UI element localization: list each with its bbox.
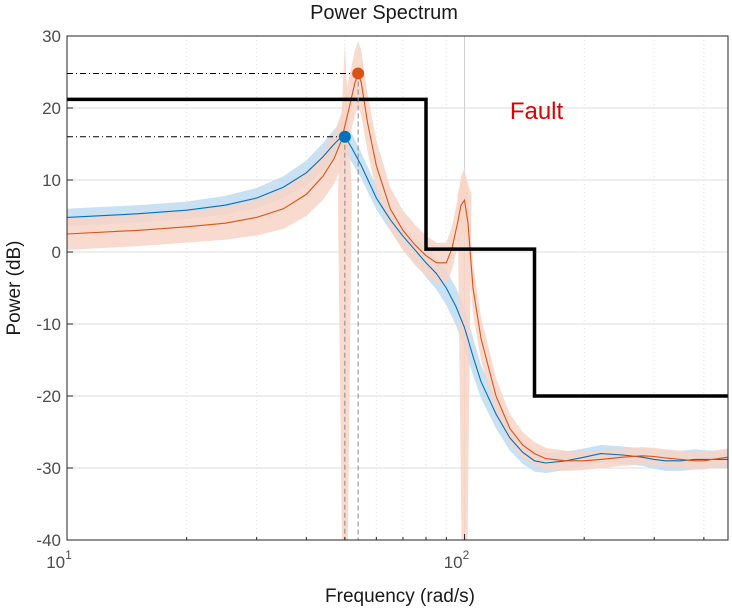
threshold-group <box>67 97 728 398</box>
x-axis-label: Frequency (rad/s) <box>325 586 475 607</box>
axis-ticks: -40 -30 -20 -10 0 10 20 30 101 102 <box>36 27 705 572</box>
y-tick-label: -30 <box>36 459 61 478</box>
annotations: Fault <box>510 98 564 125</box>
confidence-band-dip <box>457 172 472 541</box>
peak-marker-1 <box>338 130 351 143</box>
chart-title: Power Spectrum <box>310 2 458 24</box>
x-tick-label: 102 <box>444 548 470 572</box>
threshold-line <box>67 97 728 398</box>
series-line-1 <box>66 136 728 464</box>
series-lines <box>66 71 729 464</box>
plot-frame <box>66 35 729 541</box>
y-tick-label: -10 <box>36 315 61 334</box>
y-tick-label: 30 <box>42 27 61 46</box>
y-tick-label: 10 <box>42 171 61 190</box>
annotation-label: Fault <box>510 98 564 125</box>
peak-markers <box>67 67 365 540</box>
y-tick-label: 0 <box>52 243 61 262</box>
y-axis-label: Power (dB) <box>4 240 25 335</box>
series-line-2 <box>66 71 729 462</box>
y-tick-label: 20 <box>42 99 61 118</box>
peak-marker-2 <box>352 67 365 80</box>
y-tick-label: -20 <box>36 387 61 406</box>
y-tick-label: -40 <box>36 531 61 550</box>
x-tick-label: 101 <box>46 548 72 572</box>
